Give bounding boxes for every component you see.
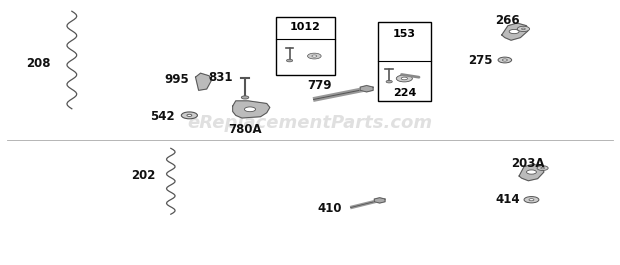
Polygon shape: [232, 101, 270, 118]
Text: 410: 410: [317, 202, 342, 215]
Text: 208: 208: [25, 58, 50, 70]
Circle shape: [241, 96, 249, 99]
Text: 995: 995: [165, 73, 189, 86]
Circle shape: [517, 26, 529, 32]
Circle shape: [181, 112, 197, 119]
Circle shape: [529, 199, 534, 201]
Text: 266: 266: [495, 14, 520, 27]
Text: 275: 275: [468, 54, 492, 67]
Text: 779: 779: [307, 78, 332, 91]
Bar: [276, 16, 335, 74]
Text: 153: 153: [393, 29, 416, 39]
Text: 780A: 780A: [228, 123, 262, 136]
Text: 203A: 203A: [511, 157, 544, 170]
Polygon shape: [360, 86, 373, 92]
Circle shape: [401, 77, 407, 80]
Circle shape: [308, 53, 321, 59]
Circle shape: [498, 57, 511, 63]
Polygon shape: [195, 73, 211, 90]
Circle shape: [541, 167, 544, 169]
Circle shape: [244, 107, 255, 112]
Text: 202: 202: [131, 170, 156, 183]
Text: 831: 831: [208, 71, 232, 84]
Circle shape: [386, 80, 392, 83]
Text: 224: 224: [392, 88, 416, 98]
Polygon shape: [502, 23, 528, 40]
Circle shape: [524, 197, 539, 203]
Circle shape: [537, 166, 548, 170]
Circle shape: [526, 170, 536, 174]
Polygon shape: [519, 164, 544, 181]
Text: 1012: 1012: [290, 22, 321, 32]
Circle shape: [187, 114, 192, 116]
Circle shape: [312, 55, 317, 57]
Circle shape: [509, 29, 519, 34]
Text: eReplacementParts.com: eReplacementParts.com: [187, 114, 433, 132]
Circle shape: [502, 59, 507, 61]
Circle shape: [521, 28, 525, 30]
Text: 414: 414: [495, 193, 520, 206]
Polygon shape: [374, 198, 385, 203]
Text: 542: 542: [151, 110, 175, 123]
Circle shape: [396, 75, 412, 82]
Circle shape: [286, 59, 293, 62]
Bar: [378, 22, 431, 101]
